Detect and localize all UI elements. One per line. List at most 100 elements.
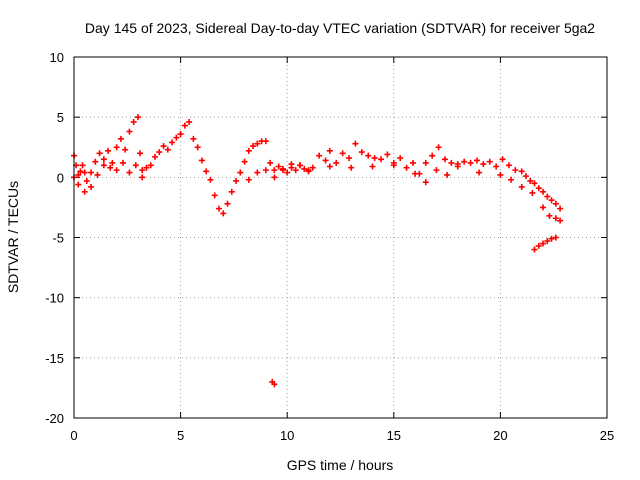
data-point — [548, 197, 555, 204]
data-point — [444, 171, 451, 178]
data-point — [143, 164, 150, 171]
data-point — [326, 147, 333, 154]
data-point — [156, 149, 163, 156]
data-point — [403, 164, 410, 171]
data-point — [352, 140, 359, 147]
data-point — [546, 212, 553, 219]
x-tick-label: 20 — [493, 428, 507, 443]
data-point — [211, 192, 218, 199]
data-point — [552, 200, 559, 207]
data-point — [279, 165, 286, 172]
data-point — [113, 167, 120, 174]
data-point — [245, 147, 252, 154]
data-point — [262, 167, 269, 174]
data-point — [275, 163, 282, 170]
data-point — [305, 167, 312, 174]
y-tick-label: -20 — [45, 411, 64, 426]
y-axis-label: SDTVAR / TECUs — [5, 181, 21, 293]
data-point — [296, 162, 303, 169]
data-point — [540, 204, 547, 211]
data-point — [284, 169, 291, 176]
x-tick-label: 10 — [280, 428, 294, 443]
data-point — [531, 180, 538, 187]
data-point — [245, 176, 252, 183]
data-point — [254, 169, 261, 176]
data-point — [79, 162, 86, 169]
y-tick-label: 0 — [57, 170, 64, 185]
data-point — [333, 159, 340, 166]
data-point — [292, 167, 299, 174]
data-point — [552, 234, 559, 241]
x-tick-label: 25 — [600, 428, 614, 443]
data-point — [461, 158, 468, 165]
data-point — [535, 185, 542, 192]
data-point — [94, 171, 101, 178]
data-point — [544, 193, 551, 200]
data-point — [181, 122, 188, 129]
data-point — [220, 210, 227, 217]
data-point — [137, 150, 144, 157]
data-point — [518, 183, 525, 190]
data-point — [508, 176, 515, 183]
data-point — [173, 134, 180, 141]
data-point — [397, 155, 404, 162]
data-point — [548, 235, 555, 242]
data-point — [409, 159, 416, 166]
data-point — [224, 200, 231, 207]
data-point — [540, 188, 547, 195]
data-point — [348, 164, 355, 171]
data-point — [448, 159, 455, 166]
data-point — [557, 205, 564, 212]
x-tick-label: 0 — [70, 428, 77, 443]
data-point — [557, 217, 564, 224]
data-point — [96, 150, 103, 157]
data-point — [422, 159, 429, 166]
data-point — [518, 168, 525, 175]
data-point — [100, 156, 107, 163]
data-point — [358, 149, 365, 156]
data-point — [120, 159, 127, 166]
data-point — [412, 170, 419, 177]
data-point — [384, 151, 391, 158]
y-tick-label: 5 — [57, 110, 64, 125]
data-point — [130, 118, 137, 125]
data-point — [467, 159, 474, 166]
data-point — [126, 169, 133, 176]
data-point — [390, 162, 397, 169]
data-point — [271, 167, 278, 174]
data-point — [169, 139, 176, 146]
data-point — [105, 147, 112, 154]
data-point — [544, 238, 551, 245]
grid-lines — [74, 57, 607, 418]
data-point — [241, 158, 248, 165]
data-point — [535, 242, 542, 249]
data-point — [497, 171, 504, 178]
data-point — [527, 177, 534, 184]
data-point — [480, 161, 487, 168]
x-tick-label: 15 — [387, 428, 401, 443]
data-point — [473, 157, 480, 164]
data-point — [288, 164, 295, 171]
data-point — [164, 146, 171, 153]
data-point — [339, 150, 346, 157]
data-point — [152, 153, 159, 160]
data-point — [77, 168, 84, 175]
data-point — [186, 118, 193, 125]
data-point — [301, 165, 308, 172]
data-point — [540, 240, 547, 247]
y-tick-label: -15 — [45, 351, 64, 366]
data-point — [254, 140, 261, 147]
data-point — [433, 167, 440, 174]
data-point — [267, 159, 274, 166]
data-point — [107, 164, 114, 171]
data-point — [531, 246, 538, 253]
data-point — [81, 169, 88, 176]
data-point — [429, 152, 436, 159]
data-point — [81, 188, 88, 195]
data-point — [198, 157, 205, 164]
data-points — [71, 114, 564, 388]
data-point — [237, 169, 244, 176]
data-point — [228, 188, 235, 195]
data-point — [113, 144, 120, 151]
data-point — [250, 143, 257, 150]
